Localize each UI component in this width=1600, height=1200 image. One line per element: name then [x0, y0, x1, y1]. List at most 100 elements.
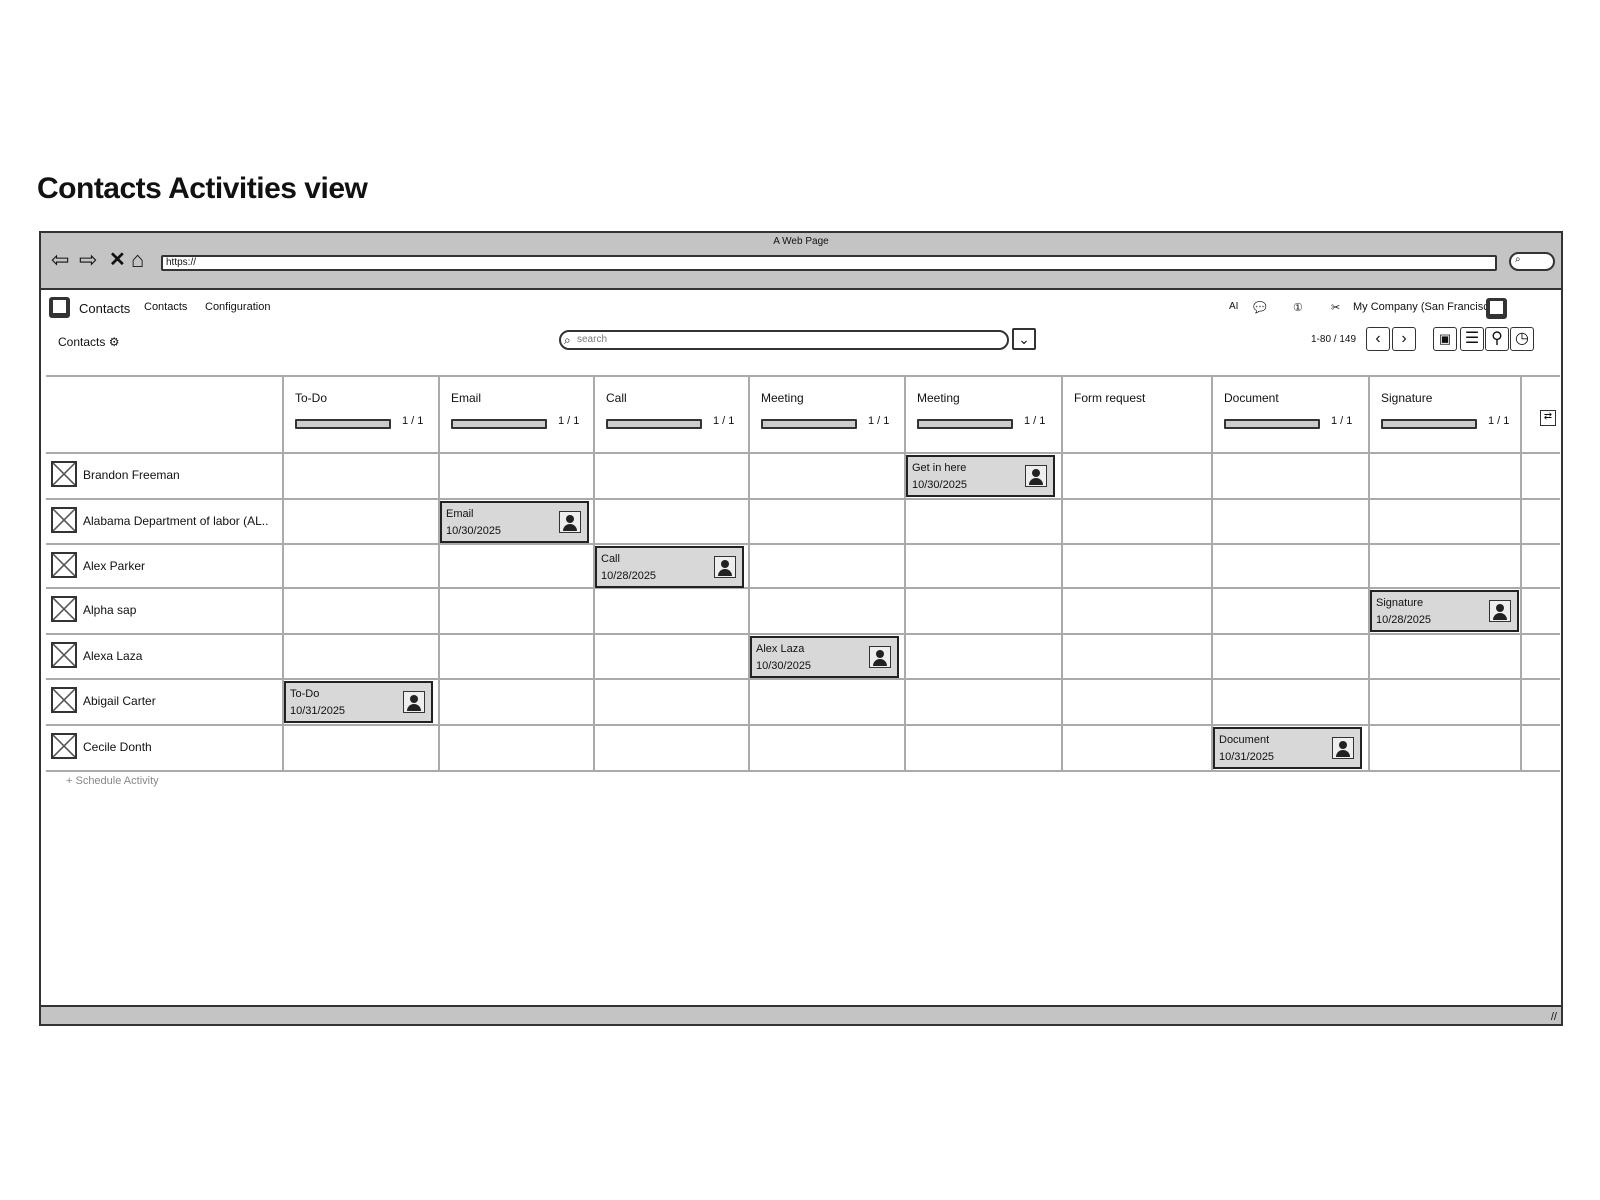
forward-icon[interactable]: ⇨ — [79, 247, 98, 272]
column-divider — [593, 375, 595, 770]
activity-date: 10/28/2025 — [1376, 614, 1432, 626]
nav-configuration[interactable]: Configuration — [205, 301, 271, 313]
column-count: 1 / 1 — [558, 415, 580, 427]
search-dropdown-button[interactable]: ⌄ — [1012, 328, 1036, 350]
activity-title: Signature — [1376, 597, 1424, 609]
assignee-avatar-icon[interactable] — [403, 691, 425, 713]
column-header[interactable]: Meeting — [761, 391, 804, 405]
activity-date: 10/28/2025 — [601, 570, 657, 582]
column-progress-bar — [451, 419, 547, 429]
activity-date: 10/31/2025 — [1219, 751, 1275, 763]
assignee-avatar-icon[interactable] — [714, 556, 736, 578]
gear-icon[interactable]: ⚙ — [108, 335, 120, 349]
contact-name[interactable]: Cecile Donth — [83, 740, 152, 754]
search-input[interactable]: search — [559, 330, 1009, 350]
contact-avatar-placeholder[interactable] — [51, 461, 77, 487]
column-divider — [1211, 375, 1213, 770]
page-title: Contacts Activities view — [37, 172, 368, 205]
window-title: A Web Page — [773, 236, 829, 247]
list-view-icon[interactable]: ☰ — [1460, 327, 1484, 351]
assignee-avatar-icon[interactable] — [1489, 600, 1511, 622]
contact-name[interactable]: Alex Parker — [83, 559, 146, 573]
url-bar[interactable]: https:// — [161, 255, 1497, 271]
activity-grid: ⇄ To-Do 1 / 1 Email 1 / 1 Call 1 / 1 Meeting 1 … — [46, 375, 1560, 772]
browser-search-icon[interactable]: ⌕ — [1509, 252, 1555, 271]
contact-avatar-placeholder[interactable] — [51, 552, 77, 578]
contact-avatar-placeholder[interactable] — [51, 687, 77, 713]
assignee-avatar-icon[interactable] — [869, 646, 891, 668]
assignee-avatar-icon[interactable] — [1332, 737, 1354, 759]
contact-name[interactable]: Alpha sap — [83, 603, 137, 617]
user-avatar[interactable] — [1486, 298, 1507, 319]
activity-card[interactable]: Get in here 10/30/2025 — [906, 455, 1055, 497]
nav-contacts[interactable]: Contacts — [144, 301, 188, 313]
activity-title: Call — [601, 553, 620, 565]
map-view-icon[interactable]: ⚲ — [1485, 327, 1509, 351]
breadcrumb-contacts[interactable]: Contacts — [58, 335, 106, 349]
status-bar: // — [41, 1005, 1561, 1024]
column-divider — [748, 375, 750, 770]
tools-icon[interactable]: ✂ — [1331, 302, 1341, 314]
pager-text: 1-80 / 149 — [1311, 334, 1357, 345]
contact-name[interactable]: Abigail Carter — [83, 694, 156, 708]
app-name[interactable]: Contacts — [79, 301, 131, 316]
assignee-avatar-icon[interactable] — [559, 511, 581, 533]
column-progress-bar — [1224, 419, 1320, 429]
next-page-button[interactable]: › — [1392, 327, 1416, 351]
column-divider — [1520, 375, 1522, 770]
row-divider — [46, 452, 1560, 454]
app-icon[interactable] — [49, 297, 70, 318]
schedule-activity-link[interactable]: + Schedule Activity — [66, 775, 159, 787]
row-divider — [46, 770, 1560, 772]
contact-avatar-placeholder[interactable] — [51, 507, 77, 533]
activity-card[interactable]: To-Do 10/31/2025 — [284, 681, 433, 723]
activity-card[interactable]: Document 10/31/2025 — [1213, 727, 1362, 769]
column-count: 1 / 1 — [868, 415, 890, 427]
row-divider — [46, 678, 1560, 680]
activity-title: Get in here — [912, 462, 967, 474]
column-progress-bar — [295, 419, 391, 429]
activity-view-icon[interactable]: ◷ — [1510, 327, 1534, 351]
column-header[interactable]: Form request — [1074, 391, 1146, 405]
contact-name[interactable]: Alexa Laza — [83, 649, 143, 663]
column-header[interactable]: Email — [451, 391, 482, 405]
kanban-view-icon[interactable]: ▣ — [1433, 327, 1457, 351]
contact-name[interactable]: Alabama Department of labor (AL.. — [83, 514, 269, 528]
column-header[interactable]: Signature — [1381, 391, 1433, 405]
activity-card[interactable]: Alex Laza 10/30/2025 — [750, 636, 899, 678]
column-settings-icon[interactable]: ⇄ — [1540, 410, 1556, 426]
assignee-avatar-icon[interactable] — [1025, 465, 1047, 487]
activity-card[interactable]: Signature 10/28/2025 — [1370, 590, 1519, 632]
app-navbar: Contacts Contacts Configuration AI 💬 ① ✂… — [41, 291, 1561, 327]
column-header[interactable]: Document — [1224, 391, 1279, 405]
contact-avatar-placeholder[interactable] — [51, 733, 77, 759]
column-divider — [1368, 375, 1370, 770]
column-divider — [282, 375, 284, 770]
row-divider — [46, 498, 1560, 500]
close-icon[interactable]: ✕ — [109, 249, 126, 271]
resize-grip-icon[interactable]: // — [1550, 1011, 1557, 1023]
column-header[interactable]: To-Do — [295, 391, 328, 405]
chat-icon[interactable]: 💬 — [1253, 302, 1267, 314]
column-count: 1 / 1 — [1024, 415, 1046, 427]
contact-avatar-placeholder[interactable] — [51, 596, 77, 622]
activity-title: Alex Laza — [756, 643, 805, 655]
back-icon[interactable]: ⇦ — [51, 247, 70, 272]
ai-button[interactable]: AI — [1229, 301, 1239, 312]
activity-title: To-Do — [290, 688, 320, 700]
column-progress-bar — [606, 419, 702, 429]
row-divider — [46, 724, 1560, 726]
activity-title: Email — [446, 508, 474, 520]
company-switcher[interactable]: My Company (San Francisco) — [1353, 301, 1499, 313]
contact-name[interactable]: Brandon Freeman — [83, 468, 180, 482]
activity-card[interactable]: Email 10/30/2025 — [440, 501, 589, 543]
activity-card[interactable]: Call 10/28/2025 — [595, 546, 744, 588]
contact-avatar-placeholder[interactable] — [51, 642, 77, 668]
column-header[interactable]: Meeting — [917, 391, 960, 405]
activity-title: Document — [1219, 734, 1270, 746]
home-icon[interactable]: ⌂ — [131, 247, 145, 272]
activity-clock-icon[interactable]: ① — [1293, 302, 1303, 314]
prev-page-button[interactable]: ‹ — [1366, 327, 1390, 351]
column-header[interactable]: Call — [606, 391, 627, 405]
column-divider — [904, 375, 906, 770]
